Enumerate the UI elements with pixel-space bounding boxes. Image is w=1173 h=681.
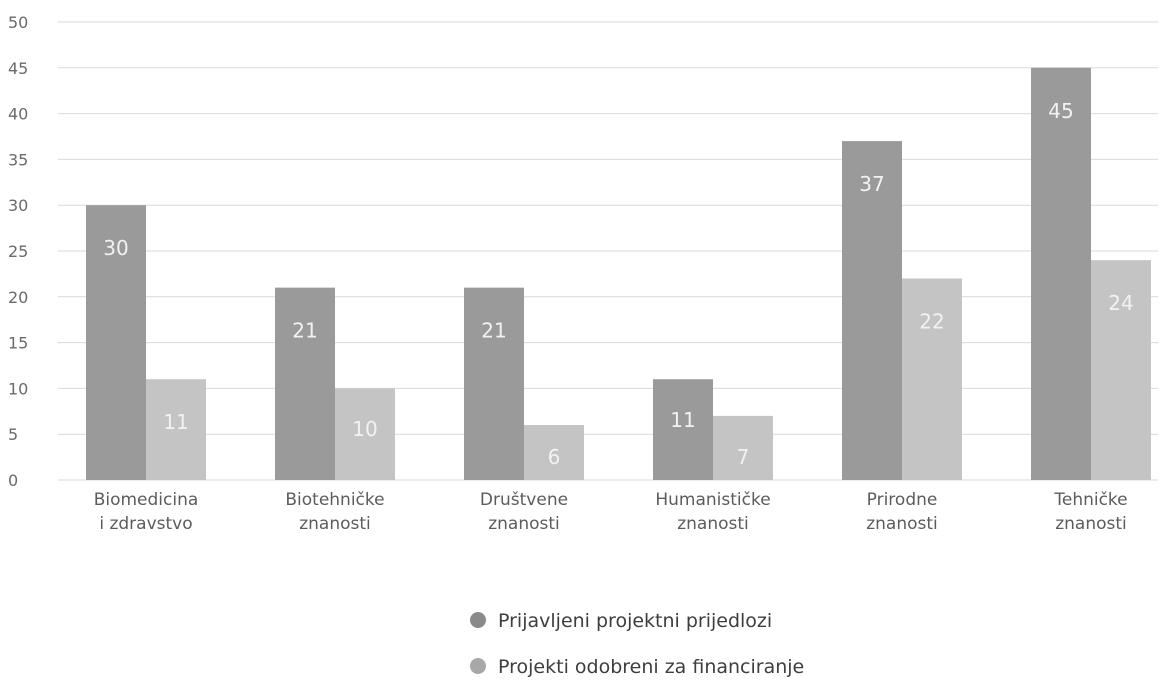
bar (524, 425, 584, 480)
y-tick-label: 0 (8, 471, 18, 490)
data-label: 11 (163, 410, 188, 434)
data-label: 7 (737, 445, 750, 469)
y-tick-label: 35 (8, 150, 28, 169)
category-label: Humanističke znanosti (655, 490, 770, 534)
y-tick-label: 45 (8, 59, 28, 78)
bar (146, 379, 206, 480)
y-tick-label: 5 (8, 425, 18, 444)
bar (842, 141, 902, 480)
legend-label: Prijavljeni projektni prijedlozi (498, 610, 772, 632)
bar (1031, 67, 1091, 481)
legend-label: Projekti odobreni za financiranje (498, 656, 804, 678)
bar (275, 287, 335, 480)
bar (902, 278, 962, 480)
bar (464, 287, 524, 480)
legend-marker (470, 612, 486, 628)
bars (86, 67, 1151, 481)
data-label: 22 (919, 309, 944, 333)
category-label: Biomedicina i zdravstvo (94, 490, 199, 534)
data-label: 11 (670, 408, 695, 432)
data-label: 6 (548, 445, 561, 469)
y-axis-ticks: 0 5 10 15 20 25 30 35 40 45 50 (8, 13, 28, 490)
category-label: Društvene znanosti (480, 490, 568, 534)
legend-marker (470, 658, 486, 674)
data-label: 24 (1108, 291, 1133, 315)
category-label: Biotehničke znanosti (285, 490, 384, 534)
data-label: 30 (103, 236, 128, 260)
y-tick-label: 20 (8, 288, 28, 307)
bar (713, 415, 773, 480)
data-labels: 30 11 21 10 21 6 11 7 37 22 45 24 (103, 99, 1133, 469)
bar (335, 388, 395, 480)
y-tick-label: 50 (8, 13, 28, 32)
data-label: 21 (481, 319, 506, 343)
y-tick-label: 30 (8, 196, 28, 215)
legend: Prijavljeni projektni prijedlozi Projekti… (470, 610, 804, 678)
y-tick-label: 25 (8, 242, 28, 261)
y-tick-label: 10 (8, 379, 28, 398)
grid-lines (58, 21, 1158, 481)
data-label: 10 (352, 417, 377, 441)
bar (86, 205, 146, 480)
data-label: 37 (859, 172, 884, 196)
y-tick-label: 40 (8, 105, 28, 124)
bar (1091, 260, 1151, 480)
x-axis-categories: Biomedicina i zdravstvo Biotehničke znanost… (94, 490, 1128, 534)
data-label: 45 (1048, 99, 1073, 123)
y-tick-label: 15 (8, 334, 28, 353)
category-label: Tehničke znanosti (1053, 490, 1127, 534)
bar (653, 379, 713, 480)
data-label: 21 (292, 319, 317, 343)
category-label: Prirodne znanosti (866, 490, 938, 534)
